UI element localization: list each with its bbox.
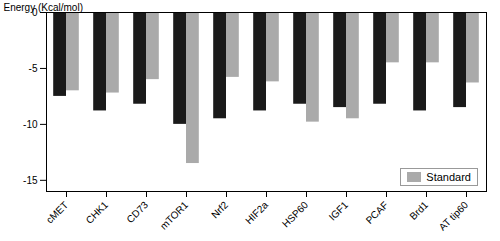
svg-text:Brd1: Brd1 <box>407 199 430 222</box>
svg-text:HSP60: HSP60 <box>280 199 310 229</box>
svg-text:AT tip60: AT tip60 <box>437 199 471 233</box>
svg-text:cMET: cMET <box>44 199 70 225</box>
svg-text:Nrf2: Nrf2 <box>209 199 230 220</box>
svg-text:-10: -10 <box>23 119 38 130</box>
svg-text:-5: -5 <box>29 63 38 74</box>
svg-text:-15: -15 <box>23 175 38 186</box>
svg-text:mTOR1: mTOR1 <box>158 199 191 232</box>
svg-text:CD73: CD73 <box>124 199 150 225</box>
svg-text:IGF1: IGF1 <box>327 199 351 223</box>
html-text:Standard: Standard <box>426 171 471 183</box>
svg-text:CHK1: CHK1 <box>84 199 111 226</box>
svg-text:HIF2a: HIF2a <box>243 199 270 226</box>
svg-text:PCAF: PCAF <box>364 199 391 226</box>
svg-text:Energy (Kcal/mol): Energy (Kcal/mol) <box>4 2 83 13</box>
